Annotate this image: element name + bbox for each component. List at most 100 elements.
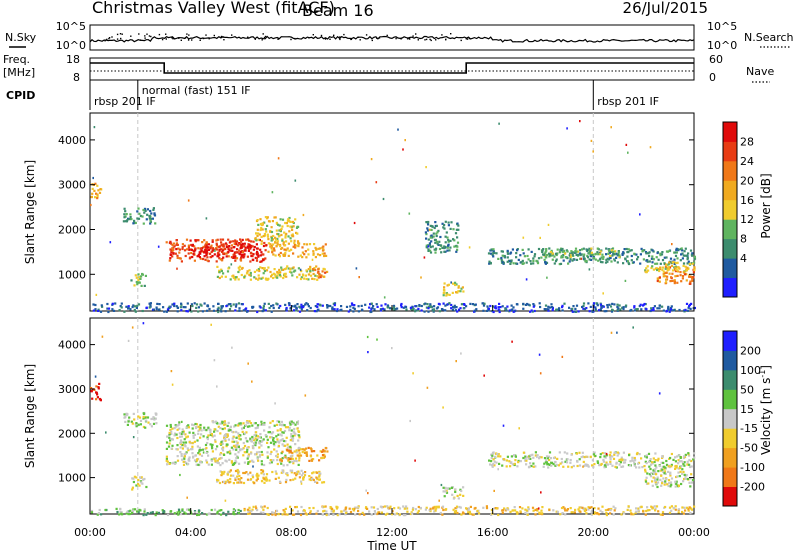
heatmap-cell [256, 457, 259, 460]
heatmap-cell [449, 239, 452, 242]
heatmap-cell [165, 241, 168, 244]
heatmap-cell [424, 508, 427, 511]
heatmap-cell [272, 234, 275, 238]
heatmap-cell [287, 235, 290, 238]
colorbar-swatch [723, 447, 737, 468]
heatmap-cell [216, 238, 219, 241]
heatmap-cell [243, 245, 246, 248]
heatmap-cell [442, 288, 446, 291]
heatmap-scatter-cell [205, 217, 208, 220]
heatmap-cell [218, 253, 221, 256]
heatmap-cell [545, 455, 549, 458]
heatmap-cell [601, 511, 604, 514]
heatmap-cell [554, 460, 557, 464]
heatmap-cell [209, 246, 212, 249]
heatmap-cell [514, 459, 517, 462]
heatmap-cell [597, 513, 600, 516]
heatmap-cell [282, 464, 285, 467]
noise-search-dot [290, 38, 292, 41]
heatmap-cell [131, 486, 134, 489]
heatmap-cell [230, 460, 233, 463]
noise-search-dot [378, 37, 381, 39]
heatmap-cell [681, 249, 684, 252]
heatmap-cell [593, 256, 596, 259]
heatmap-cell [652, 469, 655, 472]
noise-search-dot [376, 37, 378, 39]
heatmap-cell [216, 308, 219, 311]
heatmap-cell [578, 249, 582, 252]
heatmap-cell [609, 462, 612, 465]
heatmap-cell [548, 306, 552, 309]
heatmap-cell [452, 228, 455, 231]
heatmap-cell [94, 308, 97, 311]
heatmap-cell [593, 511, 596, 514]
heatmap-cell [123, 413, 126, 416]
heatmap-cell [232, 508, 235, 511]
heatmap-cell [272, 306, 275, 310]
heatmap-cell [248, 239, 251, 242]
heatmap-cell [280, 471, 283, 474]
heatmap-cell [330, 510, 333, 513]
heatmap-cell [92, 309, 95, 312]
heatmap-cell [489, 304, 492, 308]
heatmap-cell [136, 210, 139, 213]
heatmap-cell [317, 308, 320, 311]
noise-search-dot [139, 39, 142, 41]
heatmap-cell [446, 284, 449, 287]
heatmap-cell [263, 302, 266, 305]
heatmap-cell [411, 305, 414, 308]
heatmap-cell [262, 508, 265, 511]
heatmap-cell [524, 511, 527, 514]
heatmap-cell [370, 302, 373, 305]
heatmap-cell [324, 243, 327, 246]
heatmap-cell [596, 512, 599, 515]
heatmap-cell [325, 510, 328, 513]
heatmap-cell [221, 427, 224, 431]
heatmap-cell [191, 243, 194, 246]
heatmap-cell [266, 513, 269, 516]
heatmap-cell [692, 276, 695, 279]
heatmap-cell [590, 247, 593, 250]
heatmap-cell [685, 269, 688, 272]
heatmap-cell [435, 224, 438, 227]
heatmap-cell [296, 510, 300, 513]
heatmap-cell [667, 307, 670, 310]
heatmap-cell [257, 238, 260, 241]
heatmap-cell [279, 458, 282, 461]
heatmap-cell [145, 419, 148, 422]
heatmap-cell [633, 461, 636, 464]
heatmap-cell [204, 443, 208, 447]
heatmap-cell [170, 430, 173, 433]
heatmap-cell [443, 282, 446, 285]
heatmap-cell [248, 269, 251, 272]
heatmap-scatter-cell [187, 199, 190, 202]
heatmap-cell [467, 508, 470, 512]
heatmap-cell [263, 505, 266, 508]
heatmap-cell [111, 302, 114, 305]
heatmap-cell [226, 435, 229, 438]
heatmap-cell [683, 506, 686, 509]
heatmap-cell [290, 433, 293, 436]
heatmap-cell [240, 303, 243, 306]
heatmap-cell [574, 250, 577, 253]
heatmap-cell [423, 310, 426, 313]
heatmap-cell [140, 284, 143, 287]
heatmap-cell [223, 421, 227, 424]
noise-search-dot [199, 39, 201, 41]
heatmap-cell [169, 253, 172, 256]
heatmap-cell [190, 303, 193, 306]
heatmap-cell [173, 302, 176, 305]
heatmap-cell [235, 436, 238, 439]
heatmap-cell [521, 262, 524, 265]
heatmap-cell [455, 306, 458, 309]
heatmap-cell [678, 308, 681, 312]
heatmap-cell [298, 446, 301, 449]
heatmap-cell [435, 505, 438, 508]
heatmap-cell [688, 459, 691, 462]
heatmap-cell [300, 303, 303, 306]
heatmap-cell [317, 247, 320, 250]
heatmap-cell [195, 303, 199, 306]
heatmap-cell [510, 304, 513, 307]
heatmap-cell [165, 447, 168, 450]
